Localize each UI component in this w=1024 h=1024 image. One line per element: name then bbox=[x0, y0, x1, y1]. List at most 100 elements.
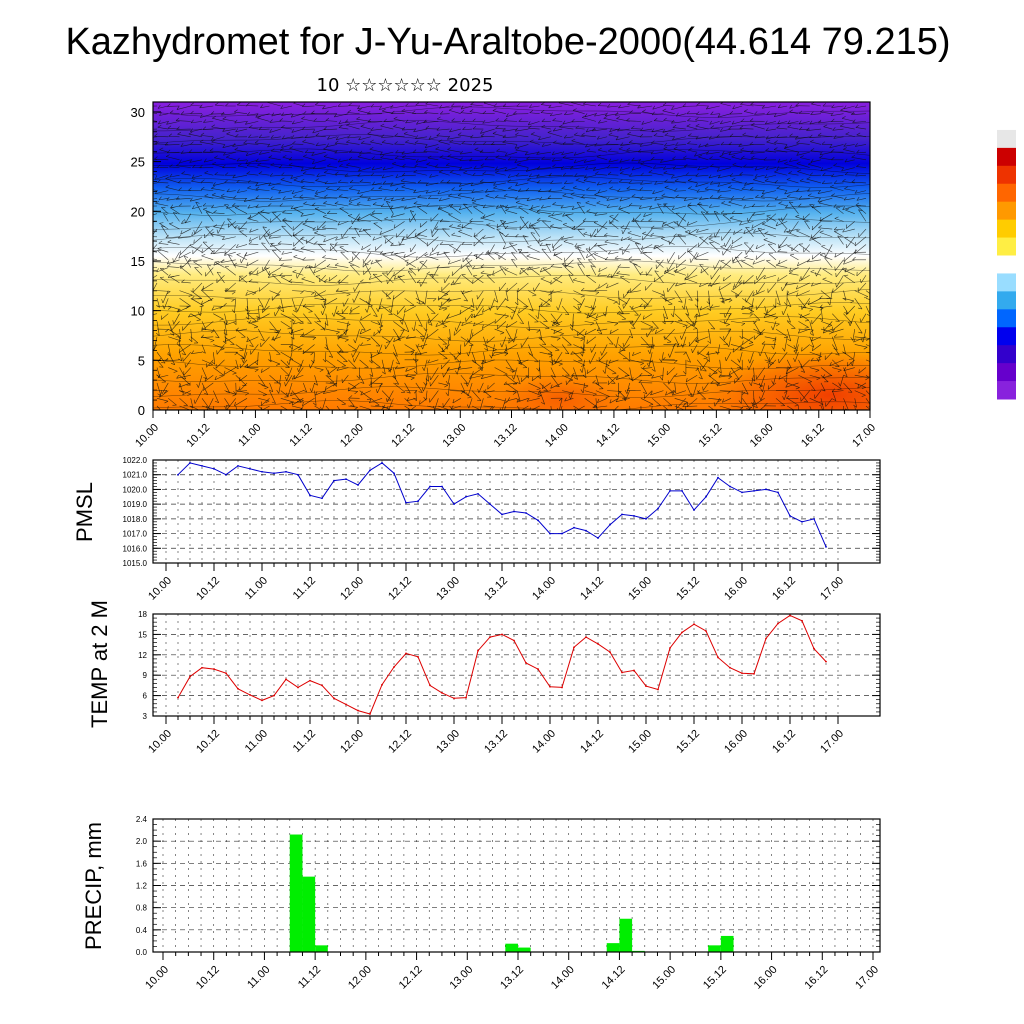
wind-barb-flag bbox=[776, 125, 780, 129]
wind-barb-flag bbox=[260, 104, 264, 108]
wind-barb bbox=[448, 195, 461, 199]
wind-barb bbox=[234, 227, 248, 230]
wind-barb-flag bbox=[844, 186, 848, 190]
wind-barb-flag bbox=[348, 197, 352, 202]
wind-barb-flag bbox=[370, 187, 375, 191]
wind-barb bbox=[596, 202, 608, 207]
wind-barb-flag bbox=[649, 205, 652, 210]
wind-barb bbox=[721, 202, 732, 207]
wind-barb-flag bbox=[776, 186, 781, 189]
wind-barb bbox=[270, 136, 281, 139]
wind-barb bbox=[852, 121, 867, 123]
wind-barb-flag bbox=[482, 235, 486, 239]
wind-barb-flag bbox=[854, 189, 858, 194]
wind-barb bbox=[640, 128, 653, 132]
wind-barb-flag bbox=[716, 167, 720, 172]
wind-barb-flag bbox=[851, 111, 855, 115]
wind-barb-flag bbox=[303, 111, 307, 115]
wind-barb bbox=[190, 105, 203, 107]
wind-barb-flag bbox=[662, 221, 667, 224]
wind-barb-flag bbox=[620, 236, 623, 241]
wind-barb-flag bbox=[282, 196, 286, 200]
wind-barb bbox=[663, 205, 675, 208]
wind-barb-flag bbox=[638, 159, 641, 163]
wind-barb bbox=[349, 188, 360, 191]
wind-barb bbox=[469, 159, 484, 162]
wind-barb bbox=[687, 204, 698, 207]
wind-barb-flag bbox=[334, 150, 338, 154]
wind-barb-flag bbox=[628, 202, 633, 206]
wind-barb-flag bbox=[504, 225, 509, 229]
wind-barb-flag bbox=[710, 125, 715, 129]
wind-barb bbox=[541, 104, 551, 107]
wind-barb bbox=[684, 198, 698, 201]
wind-barb-flag bbox=[409, 218, 411, 223]
wind-barb bbox=[354, 227, 360, 237]
wind-barb bbox=[164, 144, 180, 146]
wind-barb-flag bbox=[143, 170, 147, 172]
wind-barb-flag bbox=[288, 157, 293, 161]
wind-barb bbox=[810, 113, 822, 115]
wind-barb-flag bbox=[480, 163, 485, 167]
wind-barb bbox=[576, 202, 585, 214]
wind-barb-flag bbox=[401, 197, 405, 201]
wind-barb-flag bbox=[697, 166, 701, 171]
wind-barb bbox=[548, 105, 563, 109]
wind-barb bbox=[606, 205, 619, 208]
wind-barb bbox=[381, 205, 394, 208]
wind-barb-flag bbox=[662, 102, 667, 106]
wind-barb-flag bbox=[671, 206, 675, 210]
wind-barb bbox=[564, 113, 574, 116]
wind-barb-flag bbox=[529, 110, 534, 113]
wind-barb-flag bbox=[158, 196, 162, 201]
wind-barb-flag bbox=[314, 193, 319, 197]
wind-barb-flag bbox=[845, 208, 850, 211]
wind-barb bbox=[818, 121, 833, 124]
wind-barb-flag bbox=[212, 182, 216, 186]
wind-barb-flag bbox=[651, 156, 655, 160]
wind-barb-flag bbox=[694, 152, 697, 157]
wind-barb-flag bbox=[358, 228, 362, 232]
wind-barb-flag bbox=[178, 179, 182, 184]
wind-barb bbox=[686, 125, 698, 130]
wind-barb-flag bbox=[178, 187, 182, 191]
wind-barb-flag bbox=[586, 187, 590, 191]
wind-barb-flag bbox=[303, 201, 307, 205]
wind-barb bbox=[661, 221, 675, 227]
wind-barb-flag bbox=[700, 211, 706, 213]
wind-barb bbox=[300, 213, 315, 217]
wind-barb bbox=[663, 148, 675, 153]
wind-barb bbox=[413, 190, 428, 194]
wind-barb bbox=[688, 149, 698, 153]
wind-barb-flag bbox=[346, 162, 350, 166]
wind-barb-flag bbox=[696, 111, 700, 115]
wind-barb-flag bbox=[158, 240, 163, 244]
wind-barb bbox=[315, 190, 326, 194]
wind-barb-flag bbox=[402, 163, 406, 167]
wind-barb-flag bbox=[435, 146, 440, 150]
wind-barb bbox=[424, 112, 439, 114]
wind-barb bbox=[247, 113, 259, 116]
wind-barb-flag bbox=[640, 181, 644, 185]
wind-barb-flag bbox=[383, 196, 387, 201]
wind-barb bbox=[213, 226, 225, 230]
wind-barb bbox=[744, 111, 754, 114]
wind-barb bbox=[157, 105, 169, 109]
wind-barb-flag bbox=[731, 120, 735, 125]
wind-barb bbox=[717, 190, 731, 193]
wind-barb-flag bbox=[873, 350, 877, 351]
wind-barb bbox=[751, 157, 765, 161]
wind-barb-flag bbox=[845, 132, 850, 135]
wind-barb bbox=[577, 229, 585, 237]
wind-barb-flag bbox=[189, 159, 193, 163]
wind-barb-flag bbox=[479, 149, 484, 153]
wind-barb-flag bbox=[429, 173, 432, 178]
wind-barb-flag bbox=[203, 158, 207, 163]
wind-barb-flag bbox=[540, 204, 544, 209]
wind-barb bbox=[449, 141, 461, 145]
wind-barb-flag bbox=[315, 178, 320, 181]
wind-barb-flag bbox=[516, 103, 520, 107]
wind-barb-flag bbox=[528, 225, 533, 229]
wind-barb-flag bbox=[619, 207, 624, 210]
wind-barb-flag bbox=[301, 116, 305, 120]
